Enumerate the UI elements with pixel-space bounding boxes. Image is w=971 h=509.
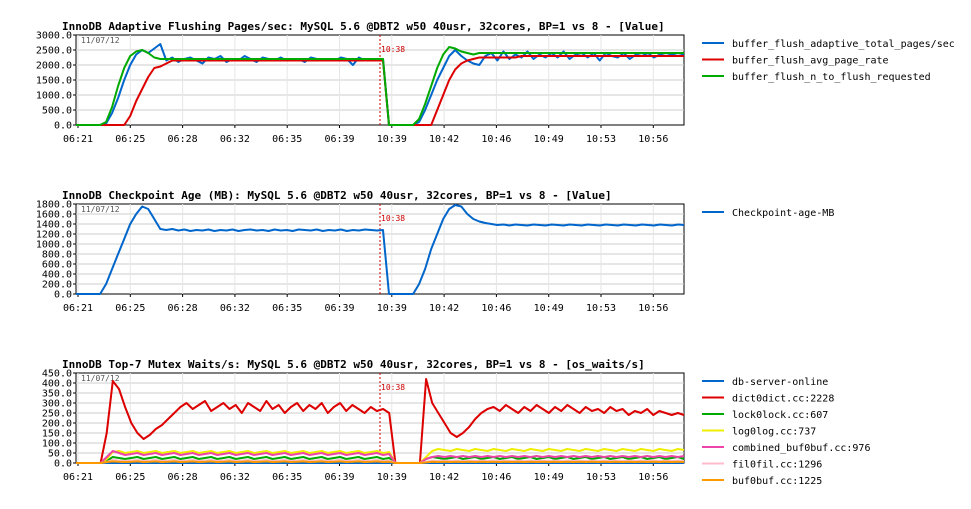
chart-title: InnoDB Adaptive Flushing Pages/sec: MySQ… — [62, 20, 665, 33]
legend-label: buffer_flush_n_to_flush_requested — [732, 72, 931, 83]
chart-2: InnoDB Checkpoint Age (MB): MySQL 5.6 @D… — [36, 189, 834, 314]
x-tick-label: 10:56 — [638, 134, 668, 145]
y-tick-label: 400.0 — [42, 270, 72, 281]
marker-label: 10:38 — [381, 214, 405, 223]
chart-title: InnoDB Top-7 Mutex Waits/s: MySQL 5.6 @D… — [62, 358, 645, 371]
x-tick-label: 06:39 — [324, 303, 354, 314]
legend-label: db-server-online — [732, 377, 828, 388]
x-tick-label: 10:49 — [534, 472, 564, 483]
series-line-1 — [76, 204, 685, 295]
x-tick-label: 06:28 — [168, 303, 198, 314]
x-tick-label: 06:28 — [168, 472, 198, 483]
legend-label: lock0lock.cc:607 — [732, 410, 828, 421]
x-tick-label: 06:28 — [168, 134, 198, 145]
y-tick-label: 800.0 — [42, 250, 72, 261]
x-tick-label: 10:39 — [377, 303, 407, 314]
x-tick-label: 06:35 — [272, 134, 302, 145]
x-tick-label: 10:49 — [534, 134, 564, 145]
y-tick-label: 100.0 — [42, 439, 72, 450]
y-tick-label: 450.0 — [42, 369, 72, 380]
y-tick-label: 3000.0 — [36, 31, 72, 42]
x-tick-label: 10:56 — [638, 303, 668, 314]
y-tick-label: 400.0 — [42, 379, 72, 390]
x-tick-label: 06:25 — [115, 134, 145, 145]
x-tick-label: 10:46 — [481, 303, 511, 314]
series-line-2 — [76, 378, 685, 464]
x-tick-label: 06:21 — [63, 134, 93, 145]
y-tick-label: 2000.0 — [36, 61, 72, 72]
x-tick-label: 10:42 — [429, 472, 459, 483]
y-tick-label: 200.0 — [42, 280, 72, 291]
legend-label: buf0buf.cc:1225 — [732, 476, 822, 487]
legend-label: Checkpoint-age-MB — [732, 208, 834, 219]
x-tick-label: 06:32 — [220, 472, 250, 483]
x-tick-label: 06:35 — [272, 303, 302, 314]
x-tick-label: 10:42 — [429, 303, 459, 314]
x-tick-label: 10:56 — [638, 472, 668, 483]
x-tick-label: 10:53 — [586, 472, 616, 483]
x-tick-label: 06:35 — [272, 472, 302, 483]
x-tick-label: 10:46 — [481, 472, 511, 483]
y-tick-label: 1000.0 — [36, 240, 72, 251]
y-tick-label: 0.0 — [54, 121, 72, 132]
chart-1: InnoDB Adaptive Flushing Pages/sec: MySQ… — [36, 20, 955, 145]
marker-label: 10:38 — [381, 45, 405, 54]
date-label: 11/07/12 — [81, 374, 120, 383]
y-tick-label: 200.0 — [42, 419, 72, 430]
x-tick-label: 10:53 — [586, 303, 616, 314]
y-tick-label: 250.0 — [42, 409, 72, 420]
y-tick-label: 150.0 — [42, 429, 72, 440]
legend-label: fil0fil.cc:1296 — [732, 460, 822, 471]
legend-label: buffer_flush_avg_page_rate — [732, 56, 889, 67]
y-tick-label: 1600.0 — [36, 210, 72, 221]
x-tick-label: 06:25 — [115, 472, 145, 483]
y-tick-label: 350.0 — [42, 389, 72, 400]
y-tick-label: 300.0 — [42, 399, 72, 410]
y-tick-label: 2500.0 — [36, 46, 72, 57]
x-tick-label: 10:49 — [534, 303, 564, 314]
y-tick-label: 0.0 — [54, 459, 72, 470]
series-line-5 — [76, 450, 685, 464]
y-tick-label: 1400.0 — [36, 220, 72, 231]
x-tick-label: 10:39 — [377, 134, 407, 145]
x-tick-label: 06:32 — [220, 303, 250, 314]
x-tick-label: 10:39 — [377, 472, 407, 483]
legend-label: buffer_flush_adaptive_total_pages/sec — [732, 39, 955, 50]
y-tick-label: 500.0 — [42, 106, 72, 117]
legend-label: combined_buf0buf.cc:976 — [732, 443, 870, 454]
legend-label: dict0dict.cc:2228 — [732, 394, 834, 405]
x-tick-label: 06:25 — [115, 303, 145, 314]
chart-3: InnoDB Top-7 Mutex Waits/s: MySQL 5.6 @D… — [42, 358, 871, 487]
series-line-3 — [76, 46, 684, 126]
series-line-4 — [76, 448, 685, 464]
y-tick-label: 1800.0 — [36, 200, 72, 211]
x-tick-label: 06:39 — [324, 134, 354, 145]
x-tick-label: 06:32 — [220, 134, 250, 145]
date-label: 11/07/12 — [81, 36, 120, 45]
y-tick-label: 1200.0 — [36, 230, 72, 241]
series-line-6 — [76, 459, 685, 464]
series-line-7 — [76, 460, 685, 464]
legend-label: log0log.cc:737 — [732, 427, 816, 438]
x-tick-label: 06:21 — [63, 303, 93, 314]
x-tick-label: 10:42 — [429, 134, 459, 145]
marker-label: 10:38 — [381, 383, 405, 392]
series-line-2 — [76, 55, 684, 126]
x-tick-label: 06:39 — [324, 472, 354, 483]
x-tick-label: 10:53 — [586, 134, 616, 145]
x-tick-label: 06:21 — [63, 472, 93, 483]
x-tick-label: 10:46 — [481, 134, 511, 145]
y-tick-label: 50.0 — [48, 449, 72, 460]
y-tick-label: 600.0 — [42, 260, 72, 271]
y-tick-label: 0.0 — [54, 290, 72, 301]
date-label: 11/07/12 — [81, 205, 120, 214]
y-tick-label: 1500.0 — [36, 76, 72, 87]
chart-title: InnoDB Checkpoint Age (MB): MySQL 5.6 @D… — [62, 189, 612, 202]
y-tick-label: 1000.0 — [36, 91, 72, 102]
